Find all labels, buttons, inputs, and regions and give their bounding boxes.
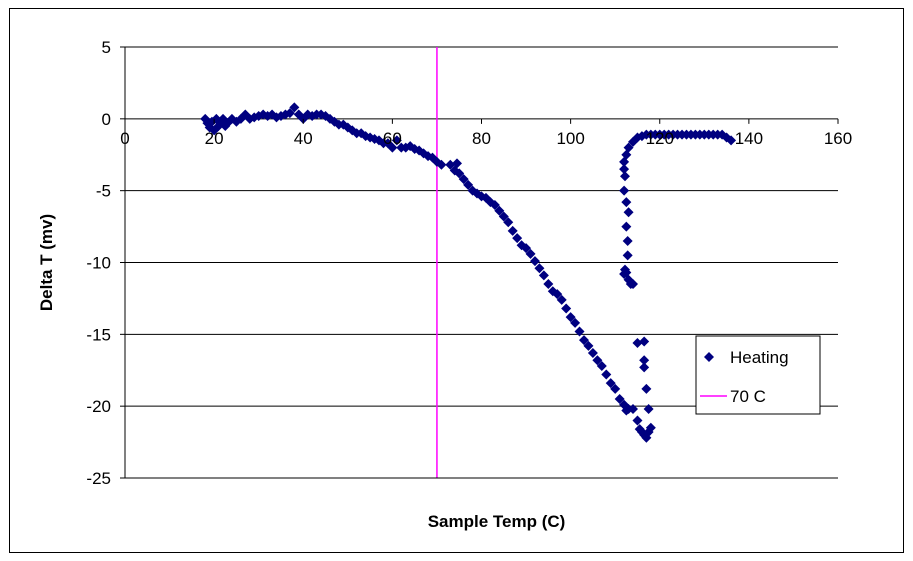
x-tick-label: 140 bbox=[735, 129, 763, 148]
data-point bbox=[726, 135, 737, 146]
data-point bbox=[601, 369, 612, 380]
data-point bbox=[552, 289, 563, 300]
data-point bbox=[342, 122, 353, 133]
y-tick-label: -5 bbox=[96, 182, 111, 201]
data-point bbox=[512, 233, 523, 244]
data-point bbox=[498, 211, 509, 222]
data-point bbox=[632, 337, 643, 348]
data-point bbox=[583, 340, 594, 351]
data-point bbox=[610, 383, 621, 394]
data-point bbox=[622, 250, 633, 261]
data-point bbox=[621, 197, 632, 208]
y-tick-label: -10 bbox=[86, 254, 111, 273]
data-point bbox=[534, 263, 545, 274]
data-point bbox=[507, 225, 518, 236]
x-tick-label: 160 bbox=[824, 129, 852, 148]
data-point bbox=[619, 164, 630, 175]
data-point bbox=[605, 378, 616, 389]
data-point bbox=[614, 393, 625, 404]
data-point bbox=[451, 158, 462, 169]
data-point bbox=[521, 243, 532, 254]
legend-marker-heating bbox=[704, 352, 714, 362]
y-tick-label: -15 bbox=[86, 325, 111, 344]
data-point bbox=[645, 422, 656, 433]
legend: Heating 70 C bbox=[695, 335, 821, 415]
data-point bbox=[623, 142, 634, 153]
x-axis-title: Sample Temp (C) bbox=[428, 512, 566, 531]
data-point bbox=[463, 179, 474, 190]
x-tick-label: 60 bbox=[383, 129, 402, 148]
x-tick-label: 100 bbox=[556, 129, 584, 148]
data-point bbox=[639, 336, 650, 347]
heating-series bbox=[200, 102, 737, 443]
data-point bbox=[596, 360, 607, 371]
y-axis-title: Delta T (mv) bbox=[37, 214, 56, 311]
data-point bbox=[578, 335, 589, 346]
data-point bbox=[619, 185, 630, 196]
data-point bbox=[641, 383, 652, 394]
data-point bbox=[623, 207, 634, 218]
data-point bbox=[284, 108, 295, 119]
data-point bbox=[458, 174, 469, 185]
data-point bbox=[445, 159, 456, 170]
data-point bbox=[436, 159, 447, 170]
x-tick-label: 40 bbox=[294, 129, 313, 148]
data-point bbox=[494, 205, 505, 216]
y-tick-label: 5 bbox=[102, 38, 111, 57]
y-tick-label: -20 bbox=[86, 397, 111, 416]
data-point bbox=[574, 326, 585, 337]
x-tick-label: 120 bbox=[646, 129, 674, 148]
data-point bbox=[289, 102, 300, 113]
data-point bbox=[525, 248, 536, 259]
axes: 5 0 -5 -10 -15 -20 -25 0 20 40 60 80 100 120 140 160 bbox=[86, 38, 852, 488]
x-tick-label: 80 bbox=[472, 129, 491, 148]
y-tick-label: 0 bbox=[102, 110, 111, 129]
data-point bbox=[565, 312, 576, 323]
data-point bbox=[628, 404, 639, 415]
data-point bbox=[619, 268, 630, 279]
data-point bbox=[249, 112, 260, 123]
data-point bbox=[621, 221, 632, 232]
data-point bbox=[592, 355, 603, 366]
chart-area bbox=[9, 8, 904, 553]
x-tick-label: 0 bbox=[120, 129, 129, 148]
data-point bbox=[639, 355, 650, 366]
y-tick-label: -25 bbox=[86, 469, 111, 488]
data-point bbox=[529, 256, 540, 267]
data-point bbox=[454, 168, 465, 179]
data-point bbox=[561, 303, 572, 314]
data-point bbox=[489, 200, 500, 211]
data-point bbox=[538, 270, 549, 281]
data-point bbox=[503, 217, 514, 228]
legend-label-heating: Heating bbox=[730, 348, 789, 367]
legend-box bbox=[695, 335, 821, 415]
data-point bbox=[391, 135, 402, 146]
data-point bbox=[639, 362, 650, 373]
data-point bbox=[632, 415, 643, 426]
x-tick-label: 20 bbox=[205, 129, 224, 148]
data-point bbox=[543, 279, 554, 290]
data-point bbox=[643, 404, 654, 415]
data-point bbox=[587, 348, 598, 359]
data-point bbox=[619, 171, 630, 182]
legend-label-70c: 70 C bbox=[730, 387, 766, 406]
data-point bbox=[570, 317, 581, 328]
data-point bbox=[556, 294, 567, 305]
data-point bbox=[622, 235, 633, 246]
data-point bbox=[387, 142, 398, 153]
